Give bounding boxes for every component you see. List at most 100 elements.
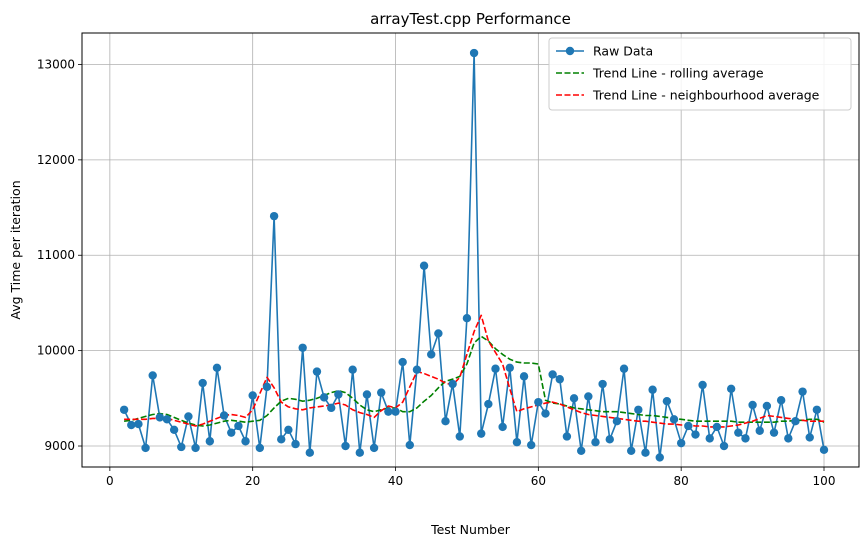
data-point [548,370,557,379]
data-point [569,394,579,403]
series-layer [119,48,829,462]
data-point [155,413,165,422]
data-point [705,434,714,443]
data-point [812,405,822,414]
data-point [619,364,629,373]
data-point [819,445,829,455]
data-point [655,453,664,462]
data-point [434,329,443,338]
data-point [377,388,386,397]
data-point [412,365,422,374]
data-point [205,437,215,446]
data-point [184,412,193,421]
data-point [391,407,400,416]
legend-marker [565,46,575,56]
data-point [626,446,636,455]
data-point [305,448,315,457]
data-point [248,391,257,400]
data-point [269,211,279,221]
data-point [748,400,757,410]
data-point [512,438,522,447]
series-line-1 [124,335,825,427]
data-point [612,417,622,426]
data-point [676,438,686,448]
data-point [362,390,372,399]
data-point [584,392,593,401]
series-line-2 [124,314,824,428]
legend-box [548,37,852,111]
data-point [791,417,800,426]
data-point [734,428,743,437]
data-point [541,409,550,418]
data-point [298,343,307,352]
data-point [505,363,514,372]
data-point [127,420,136,430]
y-axis-label: Avg Time per iteration [8,180,23,319]
data-point [319,393,329,402]
data-point [419,261,429,270]
data-point [726,384,736,393]
data-point [398,357,407,367]
data-point [462,314,472,323]
plot-frame [81,32,860,468]
data-point [669,415,679,424]
data-point [484,399,493,409]
data-point [198,378,207,388]
data-point [534,397,543,407]
data-point [576,446,586,455]
data-point [262,382,272,392]
x-tick-label: 80 [674,474,689,488]
ticks: 0 20 40 60 80 100 9000 10000 11000 12000 13000 [37,57,836,488]
data-point [177,442,186,452]
x-tick-label: 0 [106,474,114,488]
data-point [684,421,693,431]
data-point [562,432,572,441]
data-point [798,387,807,396]
data-point [477,429,486,438]
data-point [634,405,643,414]
data-point [741,434,750,443]
data-point [341,441,350,451]
x-axis-label: Test Number [430,522,511,537]
data-point [134,419,143,429]
data-point [148,371,157,380]
data-point [169,425,179,434]
data-point [641,448,650,457]
x-tick-label: 100 [813,474,836,488]
data-point [491,364,500,373]
x-tick-label: 60 [531,474,546,488]
data-point [448,379,457,389]
data-point [348,365,357,374]
y-tick-label: 12000 [37,153,75,167]
legend-label: Trend Line - neighbourhood average [592,88,820,103]
data-point [234,421,243,431]
data-point [455,432,464,441]
data-point [227,428,236,437]
data-point [698,380,707,390]
data-point [284,425,293,434]
data-point [162,415,172,424]
data-point [719,441,729,451]
chart-title: arrayTest.cpp Performance [370,10,571,28]
data-point [805,433,814,442]
data-point [591,438,600,447]
data-point [712,422,722,432]
data-point [555,375,564,384]
data-point [291,439,300,449]
legend: Raw Data Trend Line - rolling average Tren… [548,37,852,111]
data-point [369,443,379,453]
y-tick-label: 13000 [37,57,75,71]
y-tick-label: 9000 [44,439,75,453]
data-point [527,440,536,450]
y-tick-label: 10000 [37,344,75,358]
data-point [769,428,779,437]
data-point [498,422,507,432]
data-point [355,448,365,457]
legend-label: Trend Line - rolling average [592,66,764,81]
data-point [312,367,322,376]
data-point [519,372,529,381]
data-point [219,411,229,420]
data-point [334,390,343,399]
data-point [776,396,786,405]
data-point [762,401,772,411]
